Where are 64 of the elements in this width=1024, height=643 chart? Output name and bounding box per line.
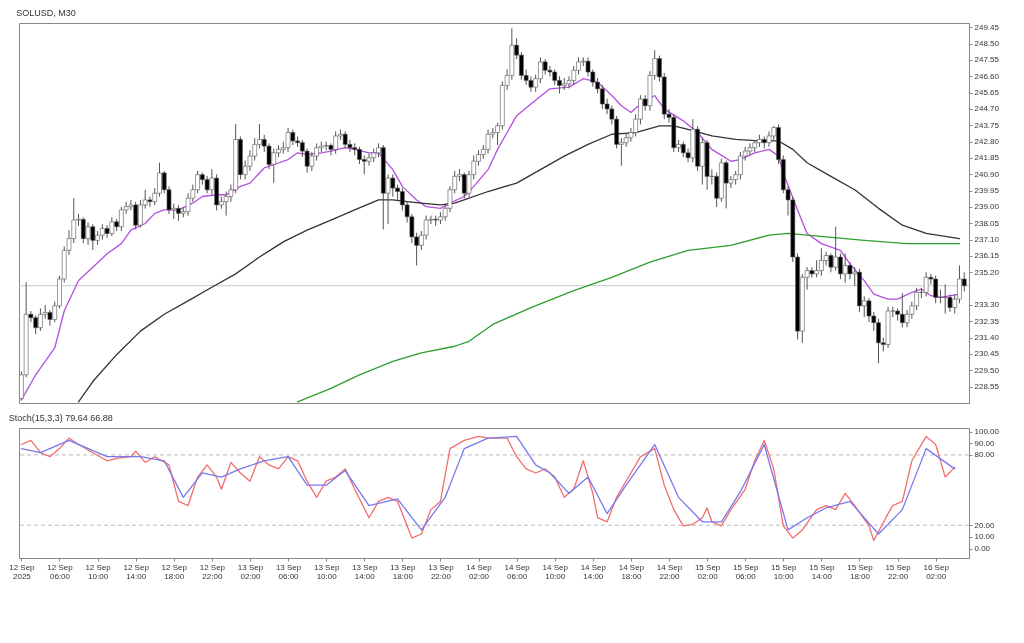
x-tick-label: 12 Sep 14:00 (123, 562, 150, 581)
x-tick-label: 12 Sep 22:00 (199, 562, 226, 581)
candlestick (147, 196, 153, 208)
x-tick-label: 16 Sep 02:00 (923, 562, 950, 581)
x-tick-label: 13 Sep 02:00 (237, 562, 264, 581)
y-tick-label: 239.00 (974, 202, 1000, 212)
x-tick-label: 12 Sep 06:00 (47, 562, 74, 581)
y-tick-label: 228.55 (974, 382, 1000, 392)
y-tick-label: 240.90 (974, 169, 1000, 179)
x-tick-label: 13 Sep 06:00 (275, 562, 302, 581)
chart-title: SOLUSD, M30 (16, 8, 76, 19)
y-tick-label: 100.00 (974, 427, 1000, 437)
candlestick (80, 216, 86, 244)
y-tick-label: 232.35 (974, 316, 1000, 326)
y-tick-label: 230.45 (974, 349, 1000, 359)
y-tick-label: 246.60 (974, 71, 1000, 81)
x-tick-label: 14 Sep 22:00 (656, 562, 683, 581)
y-tick-label: 241.85 (974, 153, 1000, 163)
y-tick-label: 229.50 (974, 365, 1000, 375)
y-tick-label: 238.05 (974, 218, 1000, 228)
x-tick-label: 12 Sep 2025 (9, 562, 36, 581)
y-tick-label: 20.00 (974, 520, 996, 530)
x-tick-label: 15 Sep 02:00 (694, 562, 721, 581)
y-tick-label: 244.70 (974, 104, 1000, 114)
y-tick-label: 235.20 (974, 267, 1000, 277)
x-tick-label: 13 Sep 14:00 (352, 562, 378, 581)
x-tick-label: 14 Sep 10:00 (542, 562, 569, 581)
y-tick-label: 248.50 (974, 39, 1000, 49)
x-tick-label: 15 Sep 18:00 (847, 562, 874, 581)
x-tick-label: 13 Sep 18:00 (390, 562, 417, 581)
y-tick-label: 90.00 (974, 438, 996, 448)
y-tick-label: 0.00 (974, 544, 991, 554)
candlestick (85, 221, 91, 246)
x-tick-label: 14 Sep 14:00 (580, 562, 607, 581)
x-tick-label: 15 Sep 10:00 (771, 562, 798, 581)
y-tick-label: 231.40 (974, 333, 1000, 343)
x-tick-label: 13 Sep 10:00 (313, 562, 340, 581)
x-tick-label: 15 Sep 14:00 (809, 562, 836, 581)
candlestick (323, 141, 329, 151)
candlestick (47, 309, 53, 327)
line-series (296, 232, 961, 403)
y-tick-label: 247.55 (974, 55, 1000, 65)
y-tick-label: 236.15 (974, 251, 1000, 261)
x-tick-label: 14 Sep 02:00 (466, 562, 493, 581)
candlestick (485, 129, 491, 155)
x-tick-label: 12 Sep 18:00 (161, 562, 188, 581)
x-tick-label: 14 Sep 06:00 (504, 562, 531, 581)
chart-title: Stoch(15,3,3) 79.64 66.88 (8, 413, 113, 424)
x-tick-label: 15 Sep 06:00 (733, 562, 759, 581)
x-tick-label: 15 Sep 22:00 (885, 562, 912, 581)
y-tick-label: 245.65 (974, 88, 1000, 98)
x-tick-label: 12 Sep 10:00 (85, 562, 112, 581)
y-tick-label: 80.00 (974, 450, 996, 460)
candlestick (285, 127, 291, 153)
y-tick-label: 239.95 (974, 186, 1000, 196)
candlestick (766, 130, 772, 148)
y-tick-label: 233.30 (974, 300, 1000, 310)
x-tick-label: 14 Sep 18:00 (618, 562, 645, 581)
y-tick-label: 10.00 (974, 532, 996, 542)
x-tick-label: 13 Sep 22:00 (428, 562, 455, 581)
y-tick-label: 243.75 (974, 120, 1000, 130)
y-tick-label: 249.45 (974, 22, 1000, 32)
y-tick-label: 237.10 (974, 235, 1000, 245)
y-tick-label: 242.80 (974, 137, 1000, 147)
